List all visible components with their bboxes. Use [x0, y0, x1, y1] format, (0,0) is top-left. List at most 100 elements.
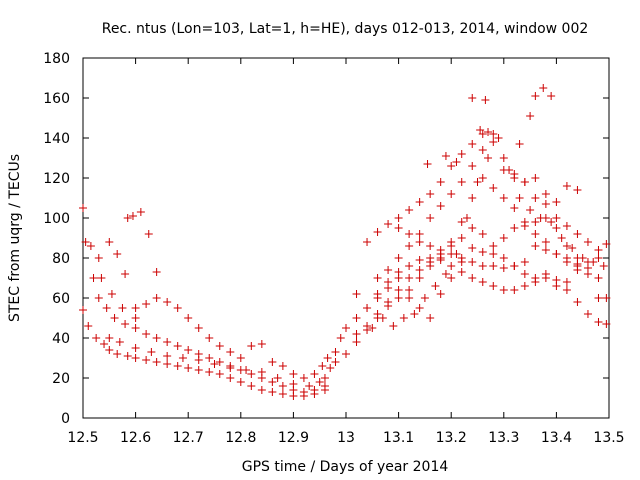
y-tick-label: 60 — [52, 291, 70, 307]
data-point — [510, 174, 519, 182]
data-point — [457, 178, 466, 186]
data-point — [547, 92, 556, 100]
data-point — [394, 294, 403, 302]
data-point — [384, 284, 393, 292]
data-point — [394, 286, 403, 294]
data-point — [499, 166, 508, 174]
data-point — [415, 256, 424, 264]
data-point — [113, 250, 122, 258]
data-point — [278, 382, 287, 390]
data-point — [326, 364, 335, 372]
data-point — [86, 242, 95, 250]
data-point — [541, 200, 550, 208]
data-point — [568, 244, 577, 252]
data-point — [79, 306, 87, 314]
data-point — [92, 334, 101, 342]
data-point — [531, 92, 540, 100]
data-point — [194, 366, 203, 374]
data-point — [468, 258, 477, 266]
data-point — [210, 360, 219, 368]
data-point — [89, 274, 98, 282]
data-point — [415, 198, 424, 206]
chart-title: Rec. ntus (Lon=103, Lat=1, h=HE), days 0… — [102, 21, 589, 37]
data-point — [562, 258, 571, 266]
data-point — [426, 190, 435, 198]
data-point — [499, 194, 508, 202]
x-tick-labels: 12.5 12.6 12.7 12.8 12.9 13 13.1 13.2 13.3 13.4 13… — [67, 430, 624, 446]
data-point — [520, 270, 529, 278]
data-point — [531, 230, 540, 238]
x-tick-label: 13.5 — [593, 430, 624, 446]
data-point — [257, 340, 266, 348]
data-point — [257, 368, 266, 376]
data-point — [178, 354, 187, 362]
data-point — [478, 230, 487, 238]
data-point — [131, 324, 140, 332]
data-point — [426, 314, 435, 322]
data-point — [583, 310, 592, 318]
data-point — [441, 152, 450, 160]
data-point — [368, 324, 377, 332]
data-point — [363, 322, 372, 330]
data-point — [436, 202, 445, 210]
data-point — [457, 258, 466, 266]
data-point — [115, 338, 124, 346]
data-point — [552, 214, 561, 222]
data-point — [152, 334, 161, 342]
data-point — [378, 314, 387, 322]
data-point — [352, 314, 361, 322]
data-point — [602, 294, 611, 302]
data-point — [226, 348, 235, 356]
data-point — [602, 240, 611, 248]
data-point — [510, 204, 519, 212]
y-axis-title: STEC from uqrg / TECUs — [7, 154, 23, 322]
data-point — [247, 370, 256, 378]
data-point — [573, 262, 582, 270]
x-tick-label: 13.4 — [541, 430, 572, 446]
data-point — [447, 238, 456, 246]
data-point — [562, 222, 571, 230]
data-point — [573, 186, 582, 194]
data-point — [405, 206, 414, 214]
data-point — [110, 314, 119, 322]
data-point — [105, 334, 114, 342]
data-points — [79, 84, 611, 400]
data-point — [462, 214, 471, 222]
data-point — [489, 250, 498, 258]
data-point — [320, 374, 329, 382]
y-tick-label: 140 — [43, 131, 70, 147]
data-point — [415, 304, 424, 312]
data-point — [583, 238, 592, 246]
data-point — [531, 174, 540, 182]
data-point — [81, 238, 90, 246]
data-point — [415, 238, 424, 246]
data-point — [520, 178, 529, 186]
y-tick-label: 160 — [43, 91, 70, 107]
data-point — [594, 254, 603, 262]
data-point — [384, 220, 393, 228]
data-point — [242, 366, 251, 374]
data-point — [236, 378, 245, 386]
data-point — [352, 330, 361, 338]
data-point — [447, 250, 456, 258]
data-point — [531, 218, 540, 226]
data-point — [557, 234, 566, 242]
data-point — [562, 242, 571, 250]
data-point — [331, 358, 340, 366]
data-point — [594, 294, 603, 302]
data-point — [128, 212, 137, 220]
data-point — [268, 378, 277, 386]
data-point — [352, 290, 361, 298]
data-point — [489, 282, 498, 290]
data-point — [499, 264, 508, 272]
data-point — [194, 356, 203, 364]
data-point — [541, 214, 550, 222]
data-point — [489, 262, 498, 270]
data-point — [107, 290, 116, 298]
x-tick-label: 13.1 — [383, 430, 414, 446]
data-point — [205, 334, 214, 342]
data-point — [489, 130, 498, 138]
data-point — [173, 342, 182, 350]
data-point — [405, 286, 414, 294]
